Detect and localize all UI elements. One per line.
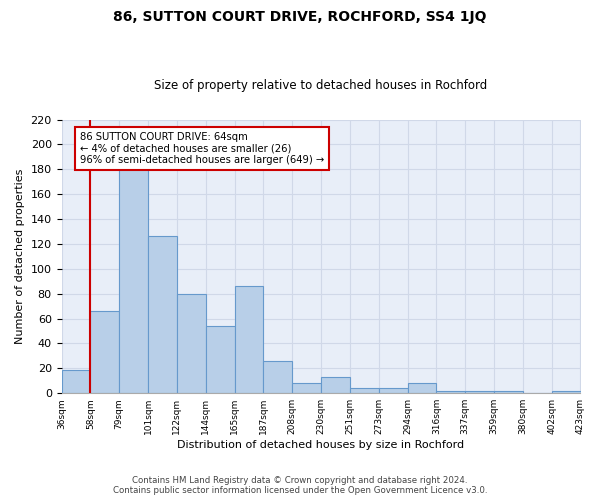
Bar: [321, 377, 350, 393]
Title: Size of property relative to detached houses in Rochford: Size of property relative to detached ho…: [154, 79, 488, 92]
Bar: [119, 170, 148, 393]
Bar: [263, 361, 292, 393]
Bar: [407, 384, 436, 393]
Bar: [148, 236, 177, 393]
Text: 86, SUTTON COURT DRIVE, ROCHFORD, SS4 1JQ: 86, SUTTON COURT DRIVE, ROCHFORD, SS4 1J…: [113, 10, 487, 24]
Bar: [494, 390, 523, 393]
Bar: [206, 326, 235, 393]
Text: Contains HM Land Registry data © Crown copyright and database right 2024.
Contai: Contains HM Land Registry data © Crown c…: [113, 476, 487, 495]
Bar: [91, 311, 119, 393]
Bar: [235, 286, 263, 393]
Bar: [465, 390, 494, 393]
Text: 86 SUTTON COURT DRIVE: 64sqm
← 4% of detached houses are smaller (26)
96% of sem: 86 SUTTON COURT DRIVE: 64sqm ← 4% of det…: [80, 132, 324, 165]
Bar: [292, 384, 321, 393]
Bar: [551, 390, 581, 393]
X-axis label: Distribution of detached houses by size in Rochford: Distribution of detached houses by size …: [178, 440, 464, 450]
Bar: [436, 390, 465, 393]
Bar: [62, 370, 91, 393]
Bar: [177, 294, 206, 393]
Bar: [350, 388, 379, 393]
Y-axis label: Number of detached properties: Number of detached properties: [15, 168, 25, 344]
Bar: [379, 388, 407, 393]
